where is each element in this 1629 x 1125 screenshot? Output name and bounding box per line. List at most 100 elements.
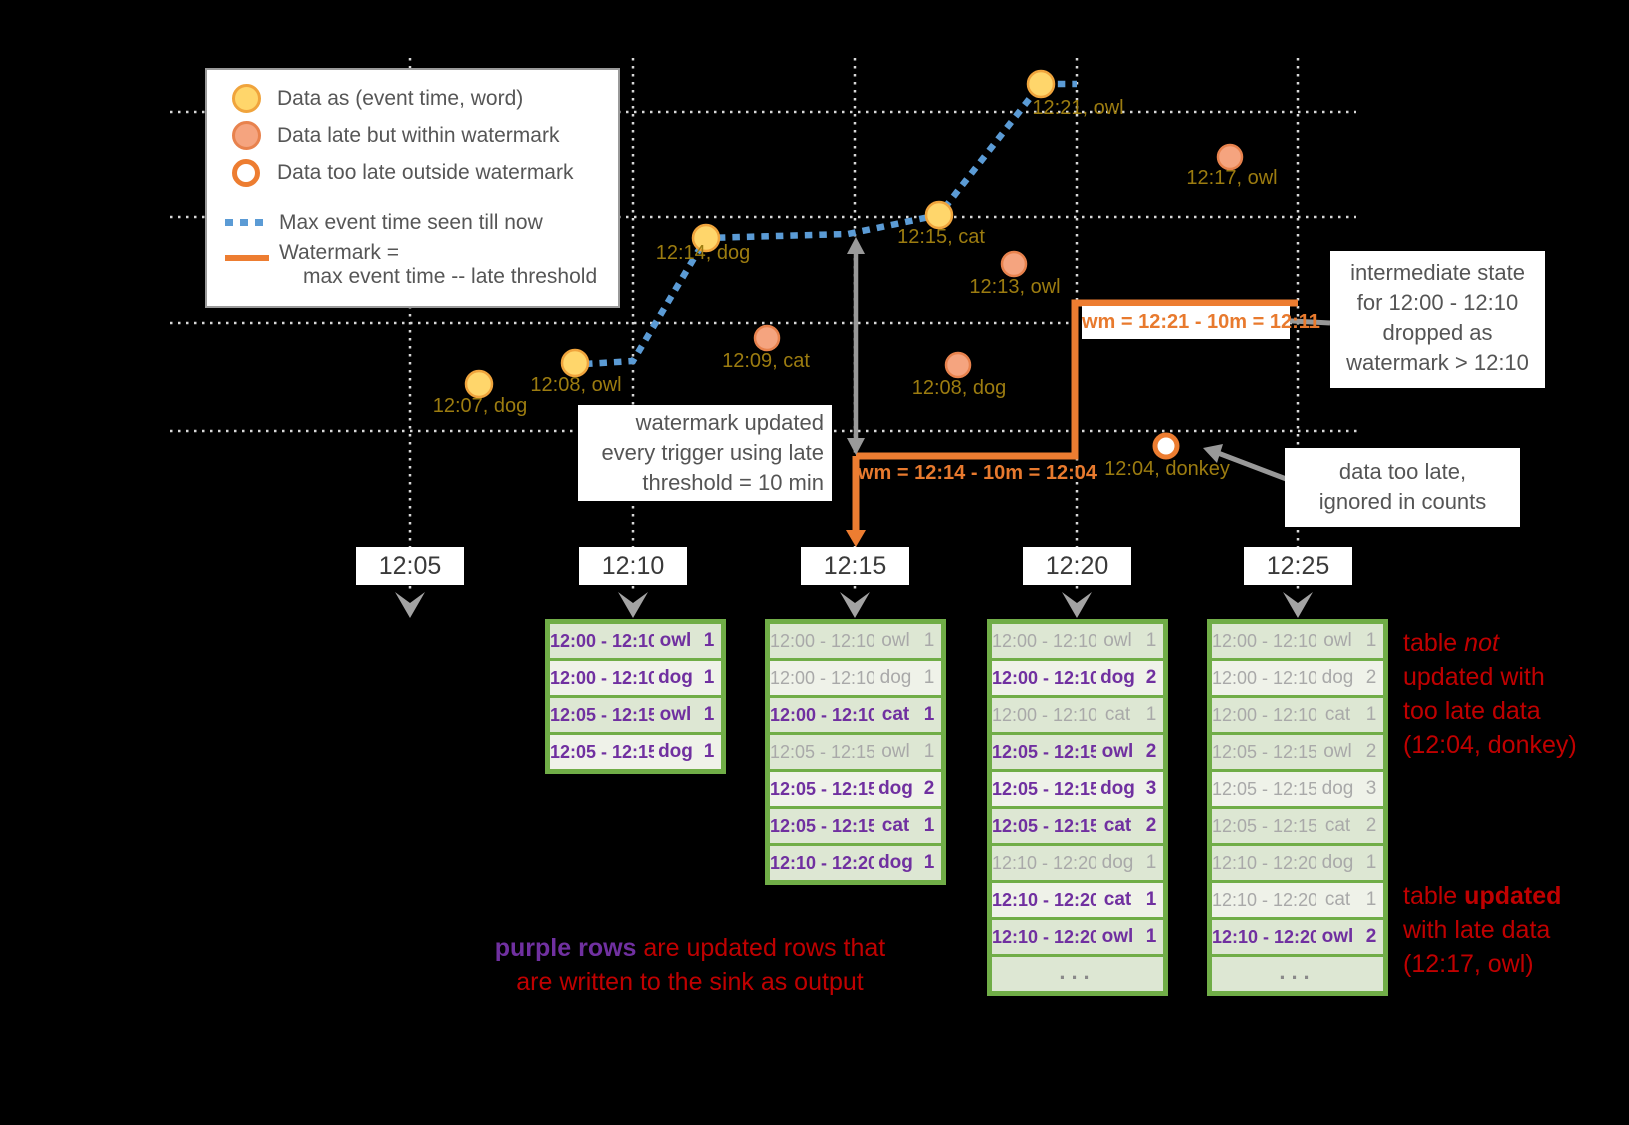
trigger-label-12:20: 12:20 xyxy=(1023,547,1131,585)
legend: Data as (event time, word) Data late but… xyxy=(205,68,620,308)
legend-item-on-time: Data as (event time, word) xyxy=(207,80,618,117)
window-cell: 12:00 - 12:10 xyxy=(770,661,874,695)
count-cell: 2 xyxy=(1359,661,1383,695)
data-point-on-time xyxy=(691,223,721,253)
trigger-label-12:10: 12:10 xyxy=(579,547,687,585)
word-cell: cat xyxy=(877,809,914,843)
count-cell: 1 xyxy=(1359,624,1383,658)
table-row: 12:05 - 12:15 cat 2 xyxy=(1212,809,1383,843)
window-cell: 12:00 - 12:10 xyxy=(992,661,1096,695)
data-point-late xyxy=(1216,143,1244,171)
window-cell: 12:05 - 12:15 xyxy=(1212,809,1316,843)
on-time-dot-icon xyxy=(225,84,267,113)
word-cell: dog xyxy=(1099,661,1136,695)
table-row: 12:10 - 12:20 cat 1 xyxy=(1212,883,1383,917)
count-cell: 1 xyxy=(697,735,721,769)
word-cell: owl xyxy=(1319,920,1356,954)
trigger-label-12:05: 12:05 xyxy=(356,547,464,585)
word-cell: dog xyxy=(657,661,694,695)
word-cell: owl xyxy=(1099,920,1136,954)
window-cell: 12:05 - 12:15 xyxy=(550,735,654,769)
table-row: 12:05 - 12:15 dog 3 xyxy=(992,772,1163,806)
callout-intermediate-state: intermediate state for 12:00 - 12:10 dro… xyxy=(1330,251,1545,388)
data-point-too-late xyxy=(1152,432,1180,460)
window-cell: 12:00 - 12:10 xyxy=(1212,624,1316,658)
data-point-on-time xyxy=(464,369,494,399)
window-cell: 12:00 - 12:10 xyxy=(1212,661,1316,695)
window-cell: 12:05 - 12:15 xyxy=(1212,772,1316,806)
window-cell: 12:10 - 12:20 xyxy=(992,920,1096,954)
word-cell: owl xyxy=(657,624,694,658)
count-cell: 1 xyxy=(1359,698,1383,732)
count-cell: 2 xyxy=(1359,920,1383,954)
window-cell: 12:00 - 12:10 xyxy=(1212,698,1316,732)
word-cell: cat xyxy=(1319,809,1356,843)
annotation-not-updated: table not updated with too late data (12… xyxy=(1403,629,1577,759)
data-point-on-time xyxy=(924,200,954,230)
word-cell: dog xyxy=(657,735,694,769)
legend-label: Data as (event time, word) xyxy=(277,86,524,110)
count-cell: 1 xyxy=(917,698,941,732)
word-cell: dog xyxy=(877,846,914,880)
word-cell: owl xyxy=(1319,624,1356,658)
table-row: 12:00 - 12:10 cat 1 xyxy=(992,698,1163,732)
count-cell: 1 xyxy=(1359,846,1383,880)
legend-item-max-event-time: Max event time seen till now xyxy=(207,204,618,241)
table-row: 12:00 - 12:10 owl 1 xyxy=(550,624,721,658)
word-cell: dog xyxy=(1099,772,1136,806)
result-table-12:20: 12:00 - 12:10 owl 1 12:00 - 12:10 dog 2 12:00 … xyxy=(987,619,1168,996)
count-cell: 2 xyxy=(1139,809,1163,843)
point-label: 12:14, dog xyxy=(655,242,751,264)
window-cell: 12:10 - 12:20 xyxy=(992,846,1096,880)
callout-watermark-updated: watermark updated every trigger using la… xyxy=(578,405,832,501)
window-cell: 12:10 - 12:20 xyxy=(992,883,1096,917)
max-event-time-line-icon xyxy=(225,219,269,226)
annotation-updated-late: table updated with late data (12:17, owl… xyxy=(1403,882,1562,978)
count-cell: 3 xyxy=(1139,772,1163,806)
data-point-late xyxy=(944,351,972,379)
trigger-label-12:25: 12:25 xyxy=(1244,547,1352,585)
count-cell: 1 xyxy=(917,624,941,658)
window-cell: 12:05 - 12:15 xyxy=(992,735,1096,769)
word-cell: cat xyxy=(877,698,914,732)
legend-label: Max event time seen till now xyxy=(279,210,543,234)
window-cell: 12:10 - 12:20 xyxy=(1212,846,1316,880)
table-row: 12:00 - 12:10 dog 1 xyxy=(770,661,941,695)
word-cell: owl xyxy=(877,735,914,769)
too-late-ring-icon xyxy=(225,158,267,187)
watermark-arrowhead xyxy=(846,530,866,547)
window-cell: 12:05 - 12:15 xyxy=(1212,735,1316,769)
event-time-gridlines xyxy=(170,110,1360,433)
legend-label: Data late but within watermark xyxy=(277,123,560,147)
word-cell: cat xyxy=(1319,698,1356,732)
legend-item-watermark: Watermark = max event time -- late thres… xyxy=(207,241,618,289)
word-cell: cat xyxy=(1099,698,1136,732)
callout-data-too-late: data too late, ignored in counts xyxy=(1285,448,1520,527)
window-cell: 12:05 - 12:15 xyxy=(770,772,874,806)
count-cell: 1 xyxy=(1139,846,1163,880)
count-cell: 2 xyxy=(1359,809,1383,843)
window-cell: 12:00 - 12:10 xyxy=(550,661,654,695)
window-cell: 12:05 - 12:15 xyxy=(770,809,874,843)
count-cell: 1 xyxy=(1359,883,1383,917)
window-cell: 12:10 - 12:20 xyxy=(1212,920,1316,954)
late-dot-icon xyxy=(225,121,267,150)
word-cell: cat xyxy=(1319,883,1356,917)
point-label: 12:09, cat xyxy=(722,350,810,372)
watermark-line-icon xyxy=(225,241,269,261)
table-row: 12:05 - 12:15 owl 2 xyxy=(992,735,1163,769)
watermark-formula-12-15: wm = 12:14 - 10m = 12:04 xyxy=(858,462,1098,484)
count-cell: 1 xyxy=(1139,698,1163,732)
point-label: 12:21, owl xyxy=(1032,97,1124,119)
point-label: 12:08, owl xyxy=(530,374,622,396)
point-label: 12:08, dog xyxy=(911,377,1007,399)
legend-label: Data too late outside watermark xyxy=(277,160,574,184)
word-cell: dog xyxy=(1319,661,1356,695)
watermark-formula-12-20: wm = 12:21 - 10m = 12:11 xyxy=(1082,306,1320,339)
count-cell: 2 xyxy=(1359,735,1383,769)
window-cell: 12:05 - 12:15 xyxy=(770,735,874,769)
word-cell: owl xyxy=(1319,735,1356,769)
window-cell: 12:00 - 12:10 xyxy=(770,698,874,732)
count-cell: 1 xyxy=(917,846,941,880)
